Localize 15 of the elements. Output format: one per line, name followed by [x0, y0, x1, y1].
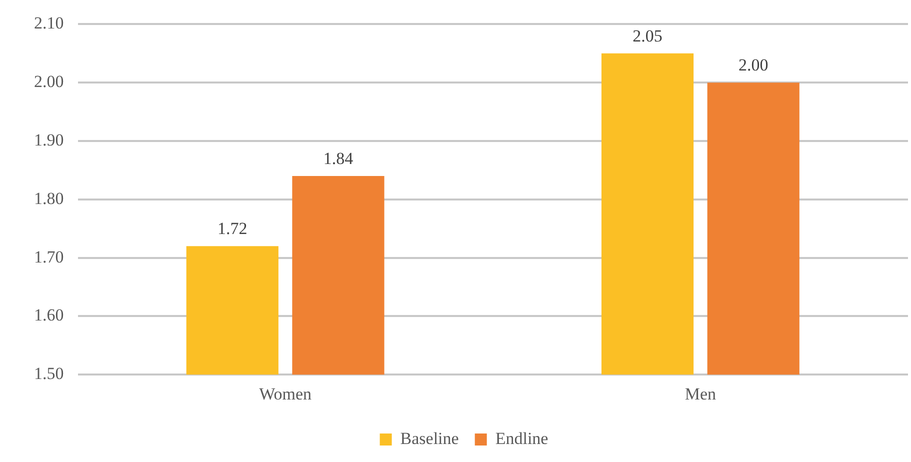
y-tick-label: 2.10 — [34, 14, 64, 33]
y-tick-label: 1.90 — [34, 130, 64, 150]
legend-label: Baseline — [400, 428, 459, 448]
y-tick-label: 1.50 — [34, 364, 64, 384]
x-tick-label: Men — [684, 384, 717, 404]
y-tick-label: 1.60 — [34, 306, 64, 325]
data-label: 1.72 — [218, 219, 248, 238]
x-tick-label: Women — [259, 384, 312, 404]
legend-label: Endline — [495, 428, 548, 448]
data-label: 2.00 — [738, 56, 768, 75]
y-tick-label: 2.00 — [34, 72, 64, 92]
data-label: 1.84 — [323, 149, 354, 168]
y-tick-label: 1.70 — [34, 247, 64, 266]
y-tick-label: 1.80 — [34, 188, 64, 208]
data-label: 2.05 — [632, 26, 662, 46]
